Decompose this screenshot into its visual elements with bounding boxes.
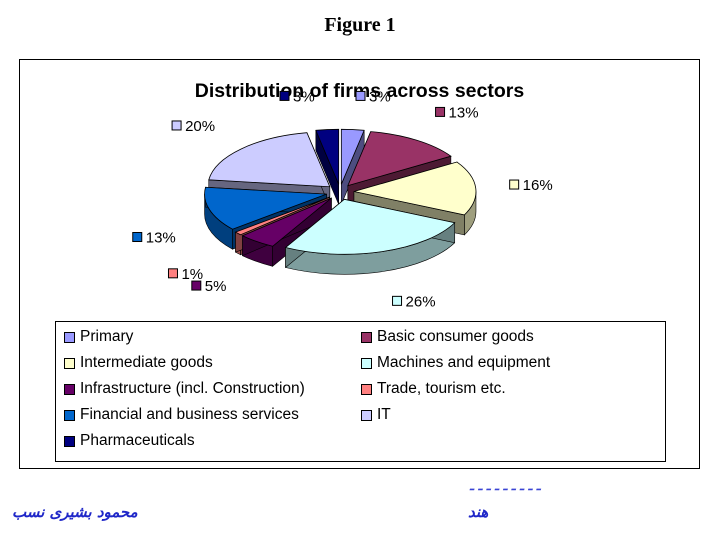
legend-item: Basic consumer goods bbox=[361, 327, 534, 347]
pie-top-faces bbox=[204, 128, 477, 255]
data-label-text: 26% bbox=[406, 293, 436, 310]
legend-label: Trade, tourism etc. bbox=[377, 380, 506, 397]
data-label: 13% bbox=[435, 104, 479, 121]
data-label-swatch bbox=[435, 106, 446, 117]
data-label: 20% bbox=[171, 118, 215, 135]
data-label-text: 13% bbox=[449, 104, 479, 121]
legend-item: Financial and business services bbox=[64, 405, 299, 425]
data-label-swatch bbox=[191, 280, 202, 291]
legend-label: Machines and equipment bbox=[377, 354, 551, 371]
data-label: 26% bbox=[392, 293, 436, 310]
data-label: 5% bbox=[191, 278, 227, 295]
legend-item: Primary bbox=[64, 327, 133, 347]
legend-swatch bbox=[361, 357, 372, 369]
pie-slice-it bbox=[208, 132, 331, 188]
legend-item: Pharmaceuticals bbox=[64, 431, 195, 451]
legend-swatch bbox=[64, 435, 75, 447]
legend-swatch bbox=[361, 331, 372, 343]
legend-item: Machines and equipment bbox=[361, 353, 550, 373]
data-label-swatch bbox=[279, 90, 290, 101]
data-label-swatch bbox=[392, 295, 403, 306]
footer-right-text: هند bbox=[468, 503, 489, 521]
data-label: 1% bbox=[167, 266, 203, 283]
legend-item: Infrastructure (incl. Construction) bbox=[64, 379, 305, 399]
data-label-swatch bbox=[167, 268, 178, 279]
pie-chart: 3% 13% 16% 26% 5%1% 13% 20% 3% bbox=[132, 88, 553, 310]
legend-label: Basic consumer goods bbox=[377, 328, 534, 345]
pie-data-labels: 3% 13% 16% 26% 5%1% 13% 20% 3% bbox=[132, 88, 553, 310]
legend-swatch bbox=[64, 383, 75, 395]
pie-slice-machines-and-equipment bbox=[284, 198, 456, 255]
data-label-swatch bbox=[355, 90, 366, 101]
pie-slice-financial-and-business-services bbox=[204, 186, 327, 230]
data-label-swatch bbox=[509, 179, 520, 190]
legend-swatch bbox=[64, 409, 75, 421]
data-label: 13% bbox=[132, 230, 176, 247]
data-label-swatch bbox=[132, 232, 143, 243]
legend-item: Trade, tourism etc. bbox=[361, 379, 506, 399]
footer-author: محمود بشیری نسب bbox=[12, 503, 138, 521]
legend-label: Pharmaceuticals bbox=[80, 432, 195, 449]
chart-area: Distribution of firms across sectors 3%1… bbox=[19, 59, 700, 469]
legend-item: Intermediate goods bbox=[64, 353, 213, 373]
chart-legend: Primary Basic consumer goods Intermediate … bbox=[55, 321, 666, 462]
data-label-text: 13% bbox=[146, 230, 176, 247]
legend-label: Intermediate goods bbox=[80, 354, 213, 371]
pie-slice-primary bbox=[340, 128, 365, 185]
pie-slice-basic-consumer-goods bbox=[347, 131, 452, 187]
data-label: 3% bbox=[279, 88, 315, 105]
legend-swatch bbox=[64, 357, 75, 369]
data-label: 3% bbox=[355, 88, 391, 105]
pie-slice-pharmaceuticals bbox=[315, 128, 340, 185]
pie-slice-intermediate-goods bbox=[353, 161, 477, 216]
data-label-swatch bbox=[171, 120, 182, 131]
pie-slice-trade-tourism-etc bbox=[234, 196, 330, 236]
legend-swatch bbox=[361, 383, 372, 395]
legend-swatch bbox=[361, 409, 372, 421]
legend-label: Infrastructure (incl. Construction) bbox=[80, 380, 305, 397]
pie-slice-infrastructure-incl-construction bbox=[241, 197, 332, 247]
legend-label: Financial and business services bbox=[80, 406, 299, 423]
data-label-text: 16% bbox=[523, 177, 553, 194]
data-label-text: 1% bbox=[181, 266, 203, 283]
data-label-text: 3% bbox=[293, 88, 315, 105]
data-label-text: 20% bbox=[185, 118, 215, 135]
data-label: 16% bbox=[509, 177, 553, 194]
data-label-text: 5% bbox=[205, 278, 227, 295]
data-label-text: 3% bbox=[369, 88, 391, 105]
legend-item: IT bbox=[361, 405, 391, 425]
legend-label: IT bbox=[377, 406, 391, 423]
legend-swatch bbox=[64, 331, 75, 343]
figure-title: Figure 1 bbox=[324, 14, 396, 36]
legend-label: Primary bbox=[80, 328, 134, 345]
footer-partial-text: ـ ـ ـ ـ ـ ـ ـ ـ ـ bbox=[470, 479, 541, 494]
